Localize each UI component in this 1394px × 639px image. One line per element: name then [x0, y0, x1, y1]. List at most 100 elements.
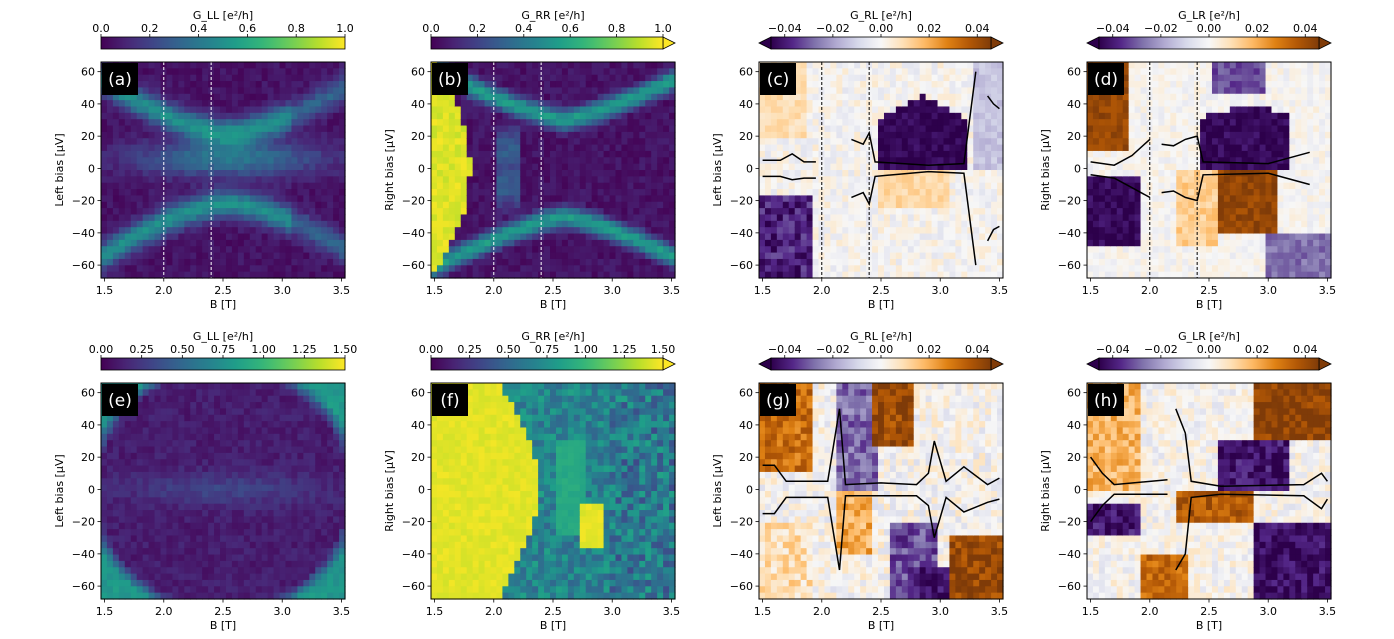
x-tick-label-f: 3.5: [663, 605, 681, 618]
colorbar-d: [1098, 36, 1320, 50]
y-axis-label-h: Right bias [μV]: [1039, 450, 1052, 532]
colorbar-tick-g: 0.04: [965, 343, 990, 356]
y-tick-label-g: −40: [730, 548, 753, 561]
y-tick-label-b: 0: [418, 162, 425, 175]
y-tick-label-g: 20: [739, 451, 753, 464]
panel-label-badge-h: [1088, 384, 1124, 416]
colorbar-tick-c: 0.00: [869, 22, 894, 35]
colorbar-extend-max-h: [1318, 357, 1332, 371]
y-tick-label-h: 60: [1067, 387, 1081, 400]
trace-line-h: [1175, 493, 1329, 571]
colorbar-tick-b: 0.2: [469, 22, 487, 35]
colorbar-tick-d: −0.04: [1096, 22, 1130, 35]
colorbar-tick-b: 1.0: [654, 22, 672, 35]
panel-label-badge-g: [760, 384, 796, 416]
y-tick-label-g: −60: [730, 580, 753, 593]
x-tick-label-c: 3.5: [991, 284, 1009, 297]
y-tick-label-d: −20: [1058, 195, 1081, 208]
y-tick-label-e: 0: [88, 483, 95, 496]
panel-label-f: (f): [440, 391, 459, 411]
colorbar-tick-b: 0.4: [515, 22, 533, 35]
y-axis-label-d: Right bias [μV]: [1039, 129, 1052, 211]
x-axis-label-h: B [T]: [1196, 619, 1222, 632]
y-axis-label-b: Right bias [μV]: [383, 129, 396, 211]
y-tick-label-a: −60: [72, 259, 95, 272]
colorbar-f: [430, 357, 664, 371]
colorbar-h: [1098, 357, 1320, 371]
x-tick-label-c: 3.0: [931, 284, 949, 297]
x-tick-label-a: 3.5: [333, 284, 351, 297]
y-tick-label-e: −60: [72, 580, 95, 593]
colorbar-tick-a: 0.8: [287, 22, 305, 35]
colorbar-b: [430, 36, 664, 50]
panel-g: −0.04 −0.02 0.00 0.02 0.04 G_RL [e²/h] 1.5 2.0 2…: [711, 330, 1008, 632]
colorbar-g: [770, 357, 992, 371]
colorbar-tick-f: 0.75: [535, 343, 560, 356]
x-axis-label-a: B [T]: [210, 298, 236, 311]
colorbar-tick-c: 0.02: [917, 22, 942, 35]
colorbar-tick-f: 1.00: [573, 343, 598, 356]
x-tick-label-h: 2.5: [1200, 605, 1218, 618]
panel-label-e: (e): [108, 391, 132, 411]
y-tick-label-g: 60: [739, 387, 753, 400]
panel-c: −0.04 −0.02 0.00 0.02 0.04 G_RL [e²/h] 1.5 2.0 2…: [711, 9, 1008, 311]
trace-line-h: [1089, 493, 1168, 523]
colorbar-tick-c: −0.02: [816, 22, 850, 35]
x-tick-label-a: 3.0: [273, 284, 291, 297]
x-tick-label-e: 1.5: [96, 605, 114, 618]
colorbar-tick-g: −0.02: [816, 343, 850, 356]
x-tick-label-f: 3.0: [603, 605, 621, 618]
colorbar-tick-f: 0.00: [419, 343, 444, 356]
colorbar-tick-e: 0.00: [89, 343, 114, 356]
y-tick-label-c: 60: [739, 66, 753, 79]
x-tick-label-c: 1.5: [754, 284, 772, 297]
y-tick-label-c: −40: [730, 227, 753, 240]
colorbar-extend-min-d: [1086, 36, 1100, 50]
y-axis-label-g: Left bias [μV]: [711, 454, 724, 527]
x-tick-label-h: 3.0: [1259, 605, 1277, 618]
colorbar-tick-a: 0.2: [141, 22, 159, 35]
colorbar-tick-d: 0.02: [1245, 22, 1270, 35]
x-axis-label-e: B [T]: [210, 619, 236, 632]
y-tick-label-f: −60: [402, 580, 425, 593]
x-tick-label-e: 3.5: [333, 605, 351, 618]
y-tick-label-b: −40: [402, 227, 425, 240]
colorbar-tick-h: −0.04: [1096, 343, 1130, 356]
heatmap-f: [431, 383, 676, 600]
colorbar-tick-e: 1.25: [292, 343, 317, 356]
y-tick-label-a: 40: [81, 98, 95, 111]
panel-f: 0.00 0.25 0.50 0.75 1.00 1.25 1.50G_RR [e²/h]1…: [383, 330, 680, 632]
x-tick-label-c: 2.0: [813, 284, 831, 297]
x-tick-label-a: 2.5: [214, 284, 232, 297]
panel-label-badge-e: [102, 384, 138, 416]
x-axis-label-c: B [T]: [868, 298, 894, 311]
x-tick-label-g: 3.5: [991, 605, 1009, 618]
colorbar-tick-f: 0.50: [496, 343, 521, 356]
colorbar-extend-max-d: [1318, 36, 1332, 50]
panel-label-h: (h): [1094, 391, 1118, 411]
y-tick-label-a: 20: [81, 130, 95, 143]
colorbar-tick-g: 0.02: [917, 343, 942, 356]
x-tick-label-b: 1.5: [426, 284, 444, 297]
trace-line-d: [1090, 138, 1151, 166]
y-tick-label-f: −20: [402, 516, 425, 529]
panel-label-badge-c: [760, 63, 796, 95]
y-tick-label-b: 20: [411, 130, 425, 143]
colorbar-tick-e: 1.50: [333, 343, 358, 356]
heatmap-h: [1087, 383, 1332, 600]
colorbar-tick-b: 0.0: [422, 22, 440, 35]
y-axis-label-f: Right bias [μV]: [383, 450, 396, 532]
x-tick-label-f: 2.0: [485, 605, 503, 618]
trace-line-g: [762, 408, 1000, 486]
x-tick-label-d: 1.5: [1082, 284, 1100, 297]
panel-d: −0.04 −0.02 0.00 0.02 0.04 G_LR [e²/h] 1.5 2.0 2…: [1039, 9, 1336, 311]
x-tick-label-b: 3.5: [663, 284, 681, 297]
y-tick-label-c: 20: [739, 130, 753, 143]
y-tick-label-g: 0: [746, 483, 753, 496]
x-tick-label-f: 1.5: [426, 605, 444, 618]
colorbar-label-d: G_LR [e²/h]: [1178, 9, 1240, 22]
y-tick-label-c: 40: [739, 98, 753, 111]
y-tick-label-c: 0: [746, 162, 753, 175]
trace-line-h: [1175, 408, 1329, 487]
y-axis-label-e: Left bias [μV]: [53, 454, 66, 527]
